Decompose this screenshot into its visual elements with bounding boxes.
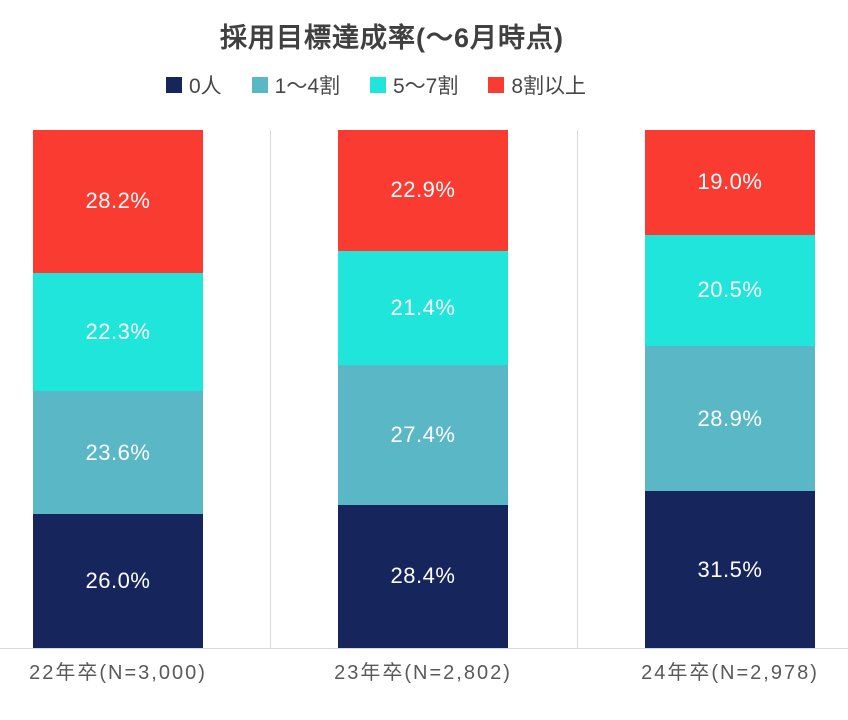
plot-area: 26.0% 23.6% 22.3% 28.2% 28.4% 27.4% 21.4% 22.9%…	[0, 130, 848, 649]
bar-segment-value-label: 21.4%	[390, 294, 456, 320]
legend-label: 0人	[188, 75, 222, 98]
bar-segment: 27.4%	[338, 365, 508, 505]
legend-label: 1～4割	[274, 75, 340, 98]
x-axis-label-2: 23年卒(N=2,802)	[334, 662, 512, 684]
bar-segment-value-label: 23.6%	[85, 439, 151, 465]
legend-swatch-icon	[488, 77, 505, 93]
bar-column-2: 28.4% 27.4% 21.4% 22.9%	[338, 130, 508, 648]
bar-segment-value-label: 28.4%	[390, 563, 456, 589]
bar-segment: 19.0%	[645, 130, 815, 235]
legend-item-4: 8割以上	[488, 70, 586, 100]
bar-segment-value-label: 22.3%	[85, 318, 151, 344]
bar-segment: 26.0%	[33, 514, 203, 648]
bar-segment: 20.5%	[645, 234, 815, 346]
bar-segment: 21.4%	[338, 250, 508, 366]
x-axis-label-1: 22年卒(N=3,000)	[29, 662, 207, 684]
chart-legend: 0人 1～4割 5～7割 8割以上	[0, 70, 752, 100]
legend-label: 8割以上	[511, 75, 587, 98]
bar-segment-value-label: 20.5%	[697, 277, 763, 303]
bar-segment-value-label: 27.4%	[390, 421, 456, 447]
legend-item-1: 0人	[165, 70, 222, 100]
bar-segment: 23.6%	[33, 390, 203, 515]
legend-item-2: 1～4割	[251, 70, 340, 100]
bar-segment: 22.3%	[33, 272, 203, 391]
legend-item-3: 5～7割	[370, 70, 458, 100]
legend-swatch-icon	[251, 77, 268, 93]
bar-segment: 28.4%	[338, 504, 508, 648]
chart-title: 採用目標達成率(～6月時点)	[220, 23, 564, 53]
bar-segment-value-label: 22.9%	[390, 177, 456, 203]
bar-column-3: 31.5% 28.9% 20.5% 19.0%	[645, 130, 815, 648]
bar-segment: 28.2%	[33, 130, 203, 273]
category-divider-line	[577, 130, 578, 648]
category-divider-line	[270, 130, 271, 648]
bar-segment-value-label: 19.0%	[697, 169, 763, 195]
bar-segment: 31.5%	[645, 491, 815, 648]
bar-segment: 28.9%	[645, 345, 815, 492]
bar-segment-value-label: 26.0%	[85, 568, 151, 594]
bar-segment-value-label: 28.2%	[85, 188, 151, 214]
legend-swatch-icon	[165, 77, 182, 93]
bar-segment-value-label: 31.5%	[697, 556, 763, 582]
legend-label: 5～7割	[393, 75, 459, 98]
bar-segment-value-label: 28.9%	[697, 405, 763, 431]
bar-segment: 22.9%	[338, 130, 508, 251]
x-axis-label-3: 24年卒(N=2,978)	[641, 662, 819, 684]
bar-column-1: 26.0% 23.6% 22.3% 28.2%	[33, 130, 203, 648]
legend-swatch-icon	[370, 77, 386, 93]
